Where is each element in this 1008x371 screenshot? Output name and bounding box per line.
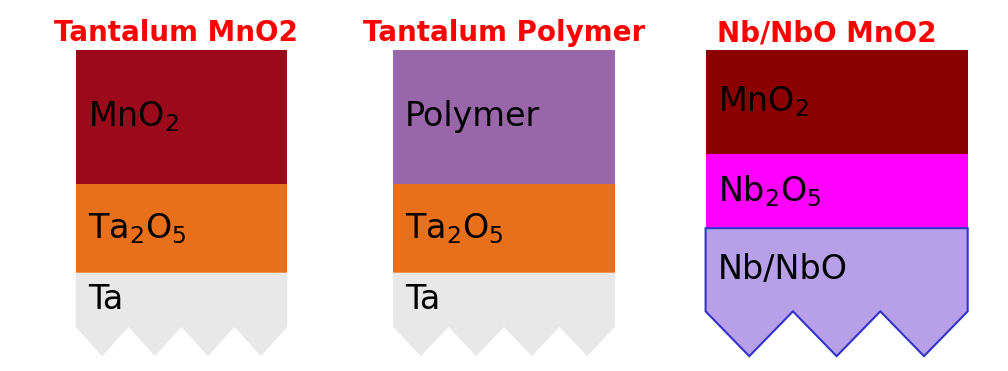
Text: Ta$_2$O$_5$: Ta$_2$O$_5$ xyxy=(88,211,186,246)
Polygon shape xyxy=(393,273,615,356)
Text: Tantalum Polymer: Tantalum Polymer xyxy=(363,19,645,47)
Text: MnO$_2$: MnO$_2$ xyxy=(718,85,808,119)
Polygon shape xyxy=(76,184,287,273)
Text: MnO$_2$: MnO$_2$ xyxy=(88,99,178,134)
Text: Nb/NbO: Nb/NbO xyxy=(718,253,848,286)
Polygon shape xyxy=(706,228,968,356)
Text: Ta: Ta xyxy=(88,283,123,316)
Text: Tantalum MnO2: Tantalum MnO2 xyxy=(54,19,298,47)
Text: Nb$_2$O$_5$: Nb$_2$O$_5$ xyxy=(718,173,822,209)
Text: Polymer: Polymer xyxy=(405,101,540,133)
Polygon shape xyxy=(706,50,968,154)
Polygon shape xyxy=(76,273,287,356)
Polygon shape xyxy=(706,154,968,228)
Polygon shape xyxy=(393,184,615,273)
Text: Ta$_2$O$_5$: Ta$_2$O$_5$ xyxy=(405,211,504,246)
Polygon shape xyxy=(76,50,287,184)
Polygon shape xyxy=(393,50,615,184)
Text: Nb/NbO MnO2: Nb/NbO MnO2 xyxy=(717,19,936,47)
Text: Ta: Ta xyxy=(405,283,440,316)
